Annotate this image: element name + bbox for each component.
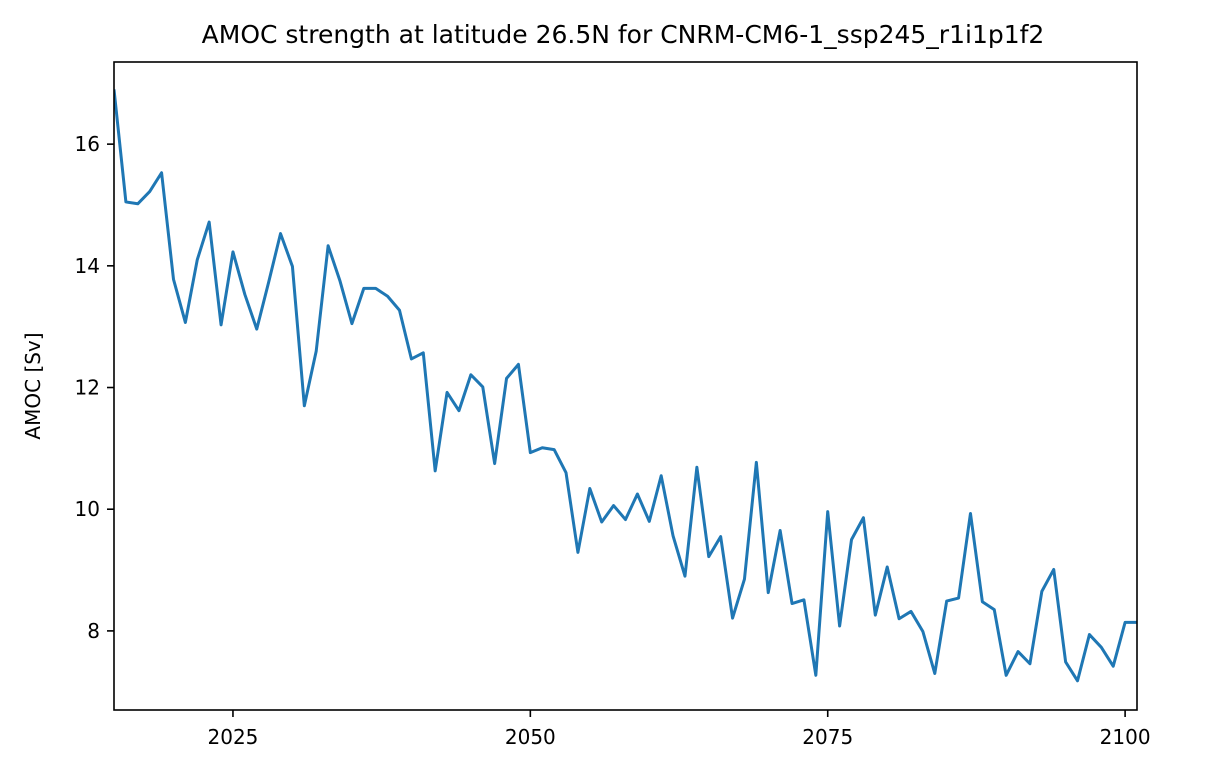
y-tick-label: 8 [87,619,100,643]
x-tick-label: 2075 [802,725,853,749]
x-tick-label: 2100 [1100,725,1151,749]
y-tick-label: 12 [75,376,100,400]
plot-area: 2025 2050 2075 2100 8 10 12 14 16 [75,61,1151,749]
x-tick-label: 2025 [208,725,259,749]
axes-frame [113,61,1138,711]
x-tick-label: 2050 [505,725,556,749]
y-tick-label: 14 [75,254,100,278]
chart-title: AMOC strength at latitude 26.5N for CNRM… [202,20,1045,49]
y-tick-label: 10 [75,497,100,521]
series-line [114,89,1137,683]
y-axis-label: AMOC [Sv] [21,332,45,439]
y-tick-label: 16 [75,132,100,156]
